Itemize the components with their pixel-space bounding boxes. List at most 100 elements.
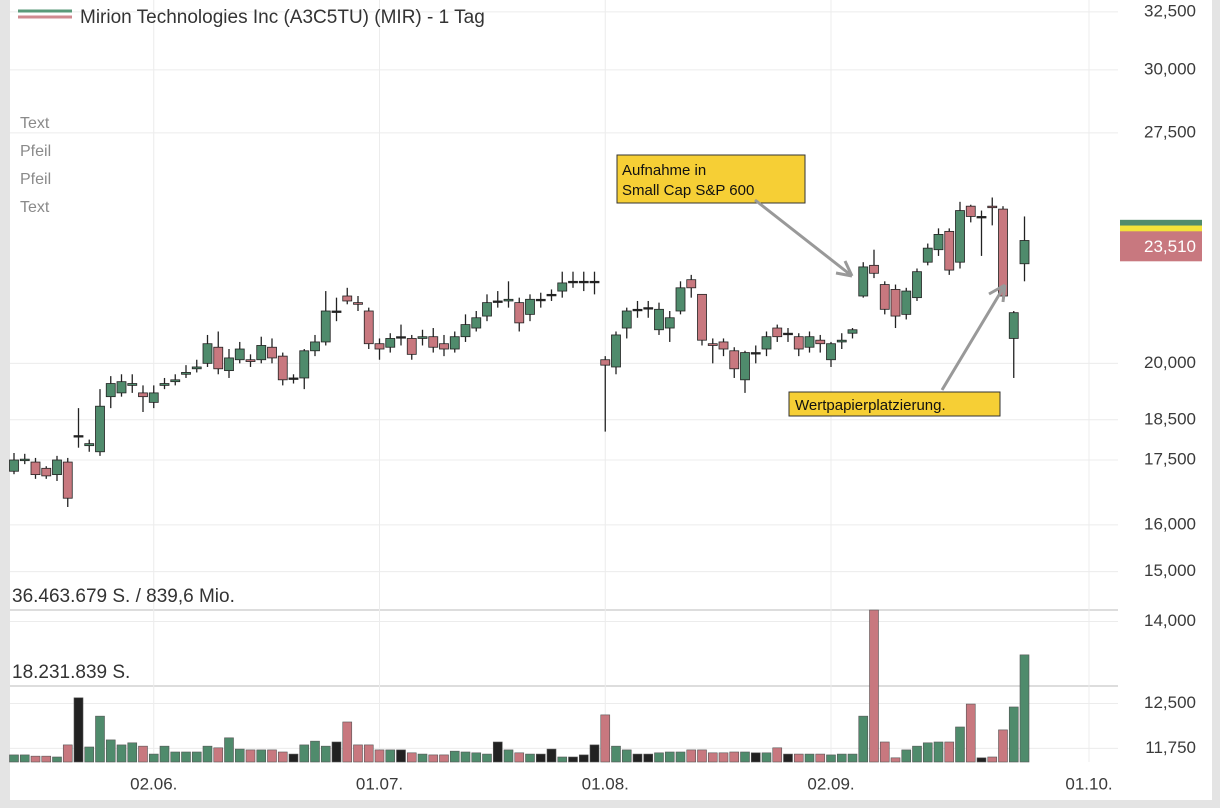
candle-body [127, 383, 138, 386]
volume-bar [374, 749, 385, 763]
candle-body [793, 336, 804, 350]
volume-bar [901, 749, 912, 763]
chart-title: Mirion Technologies Inc (A3C5TU) (MIR) -… [80, 7, 485, 28]
y-tick-label: 18,500 [1144, 409, 1196, 428]
toolbar-item[interactable]: Text [20, 115, 50, 132]
volume-bar [654, 752, 664, 763]
volume-bar [578, 754, 589, 763]
candle-body [826, 343, 836, 361]
volume-bar [793, 753, 804, 763]
volume-bar [224, 737, 234, 763]
volume-bar [170, 751, 181, 763]
candle-body [331, 310, 342, 313]
volume-bar [116, 744, 127, 763]
candle-body [815, 339, 826, 345]
volume-bar [621, 749, 632, 763]
candle-body [761, 336, 772, 350]
candle-body [62, 461, 73, 499]
candle-body [148, 392, 159, 403]
candle-body [611, 334, 621, 368]
candle-body [277, 355, 288, 381]
candle-body [718, 341, 729, 350]
volume-bar [9, 754, 19, 763]
volume-bar [987, 756, 998, 763]
candle-body [998, 208, 1008, 297]
toolbar-item[interactable]: Pfeil [20, 143, 51, 160]
volume-bar [84, 746, 95, 763]
volume-bar [181, 751, 191, 763]
candle-body [546, 293, 557, 297]
candle-body [396, 336, 406, 339]
candle-body [224, 357, 234, 372]
y-tick-label: 32,500 [1144, 1, 1196, 20]
volume-bar [449, 750, 460, 763]
candle-body [234, 348, 245, 361]
candle-body [460, 324, 471, 338]
candle-body [9, 459, 19, 472]
candle-body [654, 308, 664, 331]
candle-body [116, 381, 127, 394]
candle-body [675, 287, 686, 312]
toolbar-item[interactable]: Text [20, 199, 50, 216]
volume-bar [568, 756, 578, 763]
volume-bar [955, 726, 965, 763]
volume-bar [62, 744, 73, 763]
volume-bar [503, 749, 514, 763]
candle-body [503, 298, 514, 302]
volume-bar [761, 752, 772, 763]
y-tick-label: 30,000 [1144, 59, 1196, 78]
volume-bar [191, 751, 202, 763]
candle-body [353, 302, 363, 305]
candle-body [922, 247, 933, 263]
volume-bar [890, 757, 901, 763]
candle-body [105, 383, 116, 398]
volume-bar [95, 715, 105, 763]
candle-body [750, 352, 761, 355]
candle-body [729, 350, 740, 370]
candle-body [288, 377, 299, 380]
volume-bar [976, 757, 987, 763]
candle-body [578, 280, 589, 284]
candle-body [342, 295, 353, 302]
candle-body [664, 317, 675, 329]
candle-body [299, 350, 310, 379]
volume-bar [256, 749, 267, 763]
x-tick-label: 02.09. [807, 774, 854, 793]
volume-bar [965, 703, 976, 763]
candle-body [589, 280, 600, 284]
candle-body [439, 343, 449, 350]
candle-body [267, 346, 277, 359]
volume-bar [492, 741, 503, 763]
volume-bar [299, 744, 310, 763]
volume-bar [998, 729, 1008, 763]
annotation-arrow [754, 198, 854, 278]
volume-bar [138, 745, 148, 763]
annotation: Small Cap S&P 600 [622, 182, 754, 199]
candle-body [869, 264, 879, 274]
volume-bar [353, 744, 363, 763]
candle-body [159, 383, 170, 386]
candle-body [41, 467, 52, 477]
volume-bar [783, 753, 793, 763]
chart-background [10, 0, 1212, 800]
annotation-box [616, 154, 806, 204]
candle-body [890, 289, 901, 317]
candle-body [944, 230, 955, 271]
candle-body [955, 210, 965, 263]
volume-bar [363, 744, 374, 763]
candle-body [1019, 240, 1030, 265]
candle-body [191, 366, 202, 370]
volume-bar [707, 752, 718, 763]
volume-bar [879, 741, 890, 763]
toolbar-item[interactable]: Pfeil [20, 171, 51, 188]
candle-body [449, 336, 460, 350]
volume-bar [750, 752, 761, 763]
volume-bar [396, 749, 406, 763]
volume-bar [439, 754, 449, 763]
candle-body [514, 302, 525, 324]
candle-body [686, 279, 697, 289]
candle-body [707, 343, 718, 346]
volume-bar [815, 753, 826, 763]
volume-bar [535, 753, 546, 763]
candle-body [535, 298, 546, 302]
